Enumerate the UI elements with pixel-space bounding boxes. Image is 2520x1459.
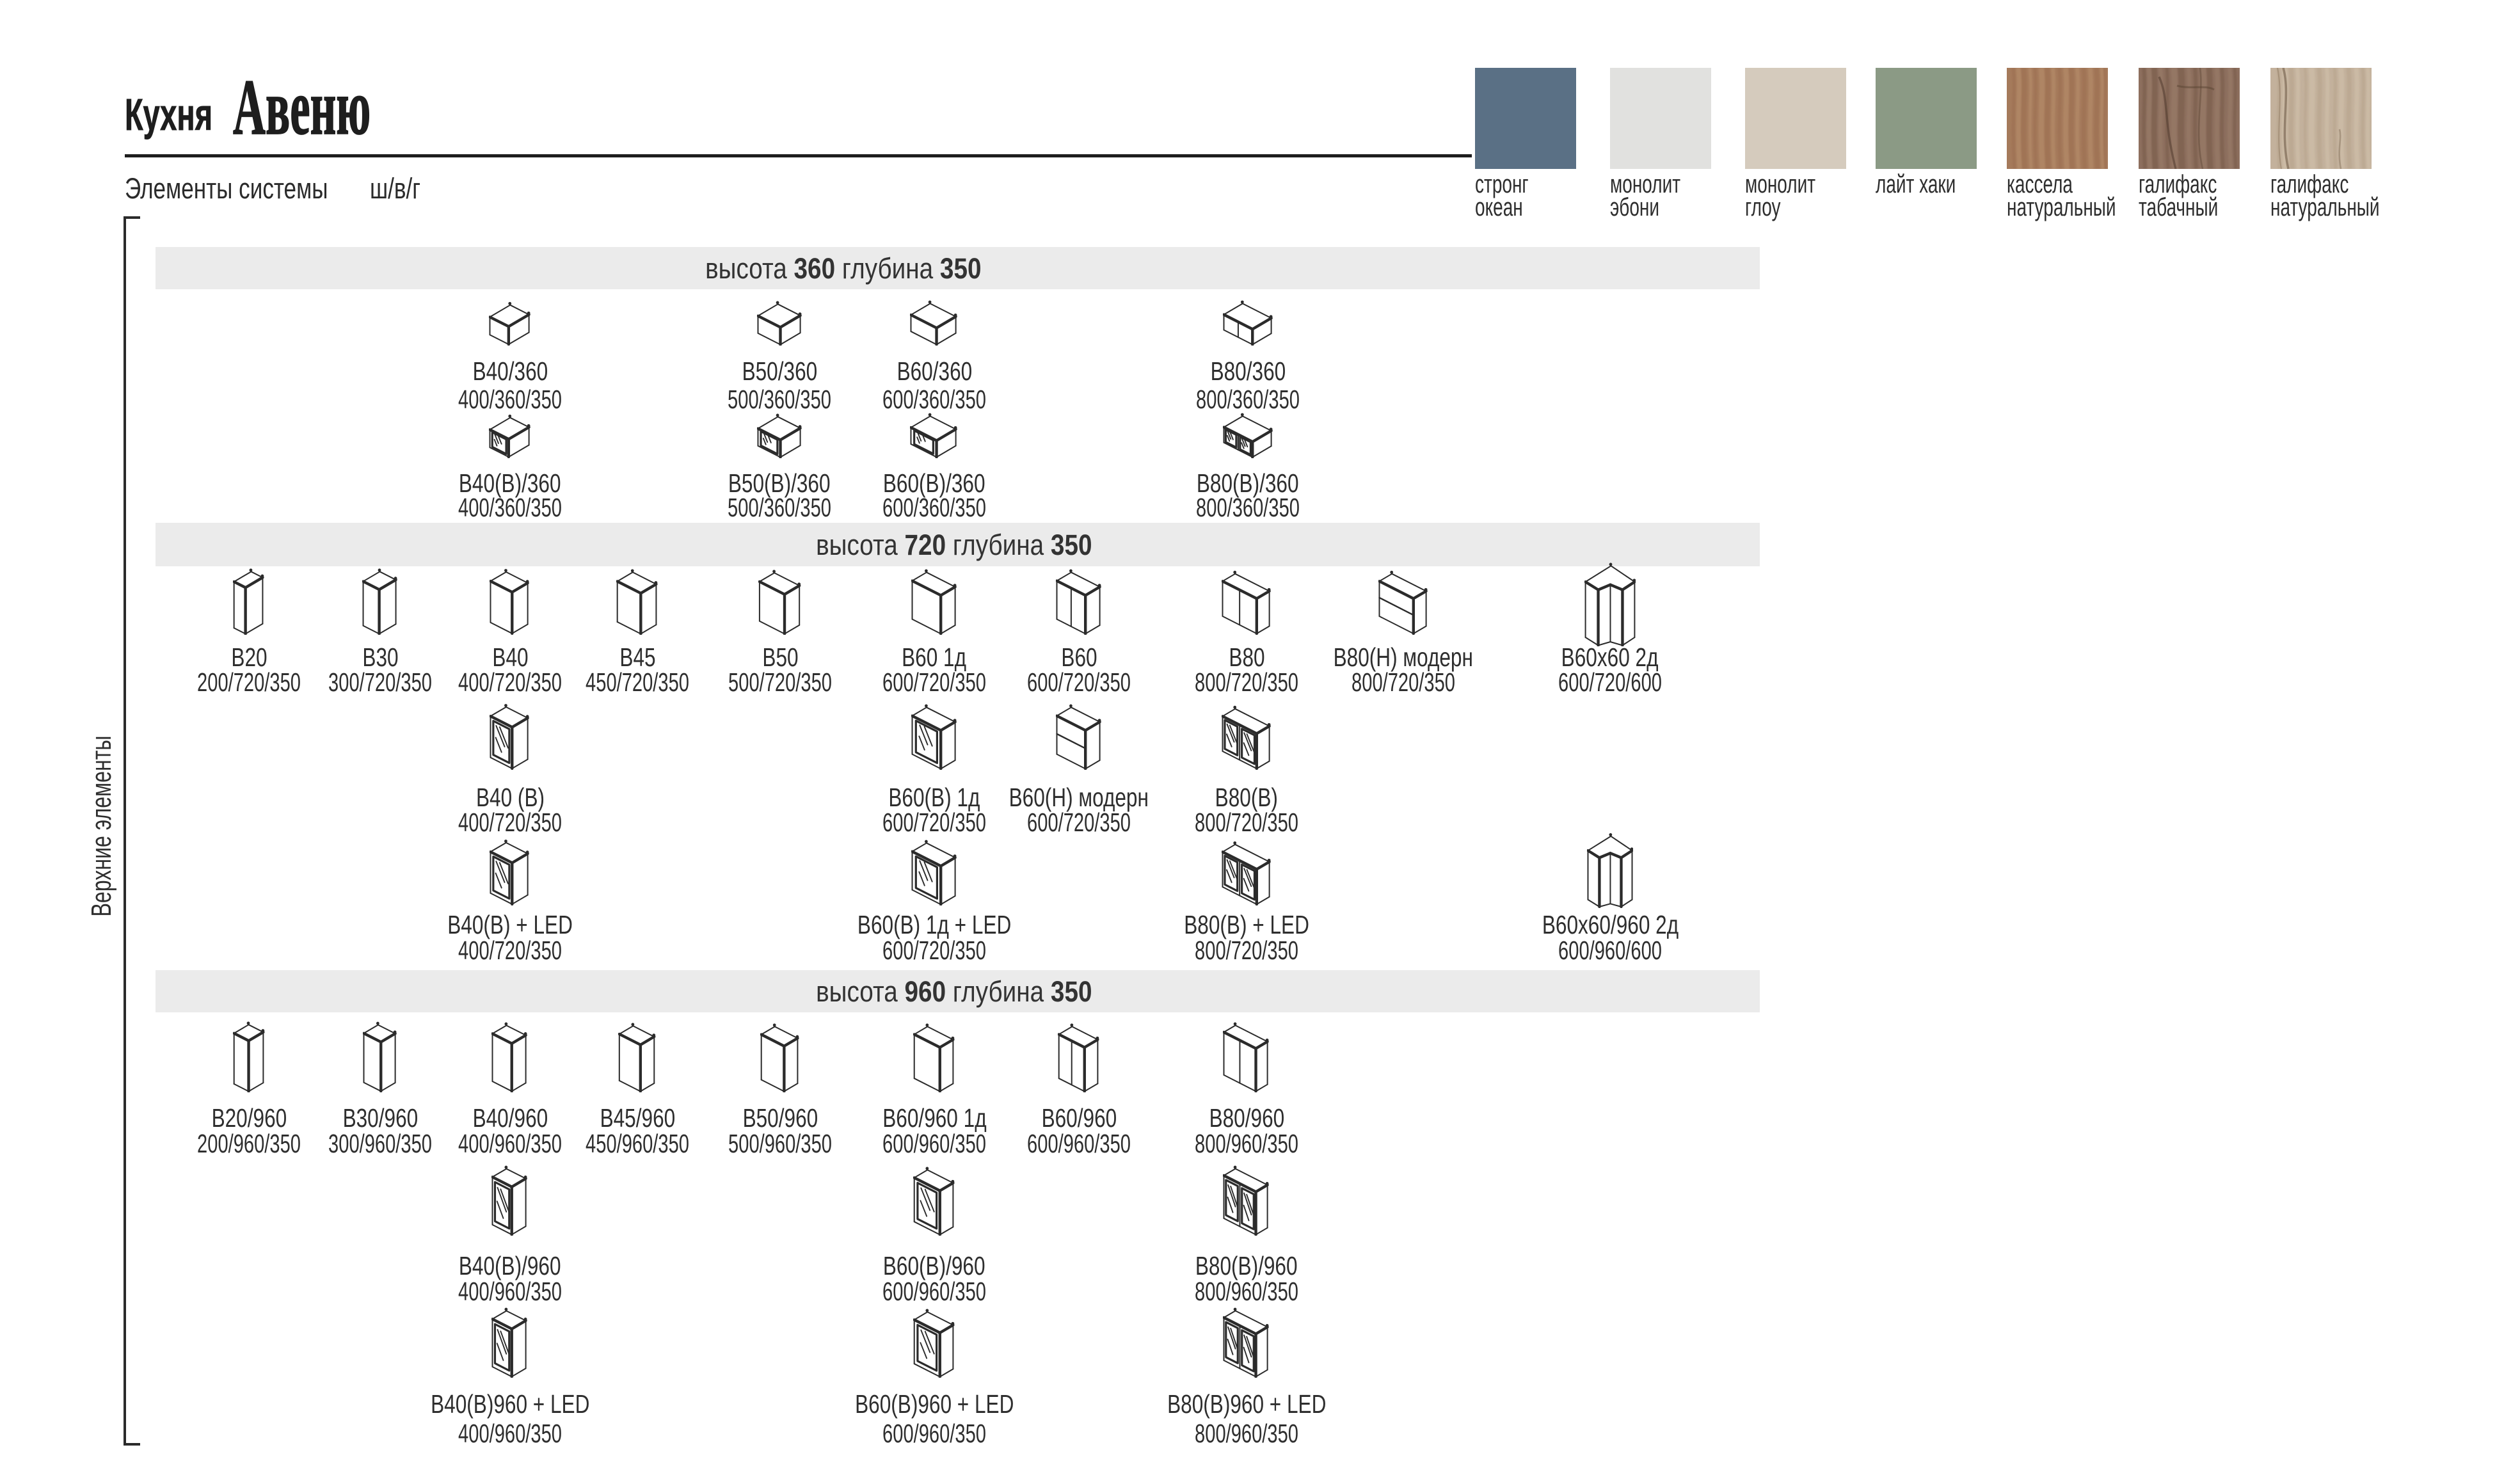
svg-text:Верхние элементы: Верхние элементы <box>86 735 117 916</box>
